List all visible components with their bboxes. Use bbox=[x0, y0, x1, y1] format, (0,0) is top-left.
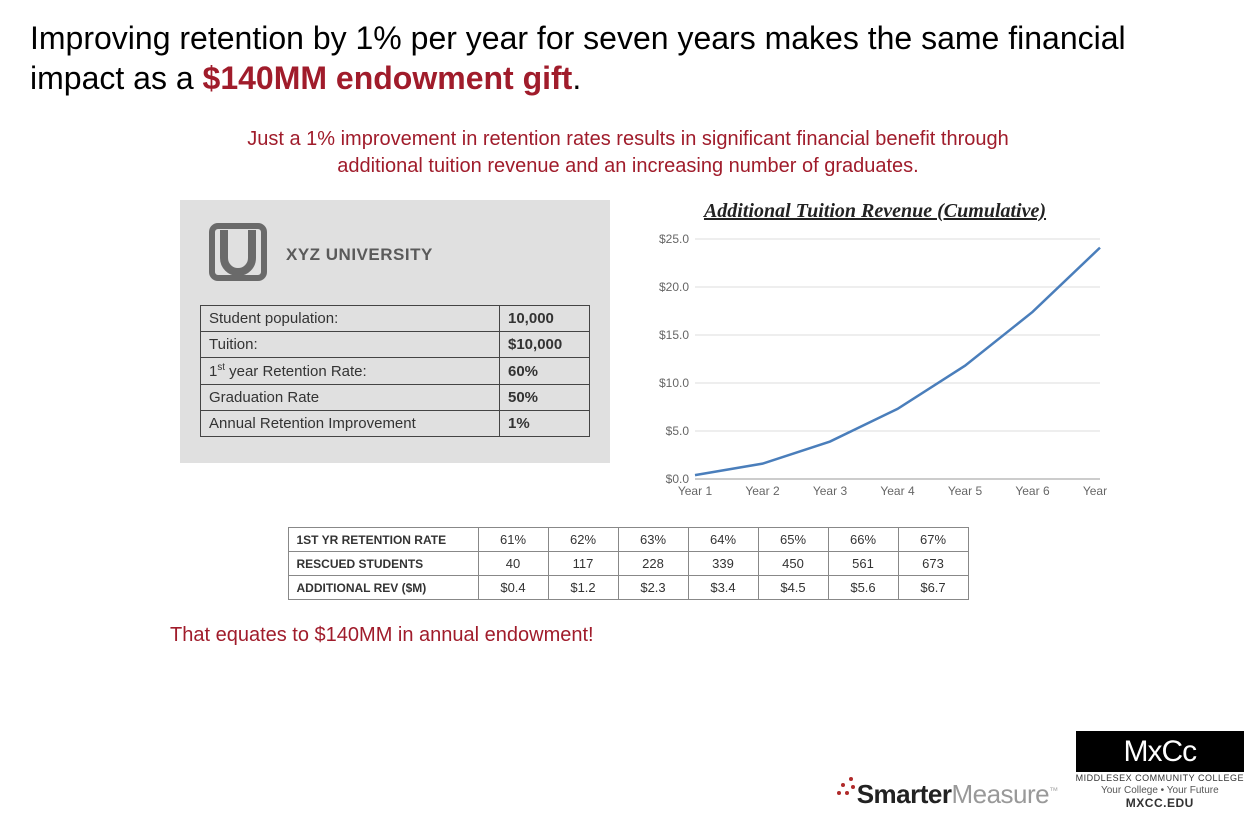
year-table-cell: 117 bbox=[548, 552, 618, 576]
year-table-cell: 673 bbox=[898, 552, 968, 576]
year-table-cell: $0.4 bbox=[478, 576, 548, 600]
year-table-cell: $6.7 bbox=[898, 576, 968, 600]
stats-row: Graduation Rate50% bbox=[201, 385, 590, 411]
year-table-cell: $2.3 bbox=[618, 576, 688, 600]
svg-text:Year 6: Year 6 bbox=[1015, 484, 1050, 498]
year-table-cell: 61% bbox=[478, 528, 548, 552]
stats-value: 1% bbox=[500, 411, 590, 437]
svg-text:Year 3: Year 3 bbox=[813, 484, 848, 498]
headline: Improving retention by 1% per year for s… bbox=[0, 0, 1256, 98]
year-table-cell: 67% bbox=[898, 528, 968, 552]
stats-label: 1st year Retention Rate: bbox=[201, 358, 500, 385]
stats-row: Tuition:$10,000 bbox=[201, 332, 590, 358]
year-table-cell: $1.2 bbox=[548, 576, 618, 600]
chart-svg: $0.0$5.0$10.0$15.0$20.0$25.0Year 1Year 2… bbox=[640, 229, 1110, 509]
stats-value: 10,000 bbox=[500, 306, 590, 332]
svg-text:$10.0: $10.0 bbox=[659, 376, 689, 390]
year-table-cell: 66% bbox=[828, 528, 898, 552]
year-table-row: ADDITIONAL REV ($M)$0.4$1.2$2.3$3.4$4.5$… bbox=[288, 576, 968, 600]
closing-line: That equates to $140MM in annual endowme… bbox=[0, 624, 1256, 647]
subhead-line-1: Just a 1% improvement in retention rates… bbox=[247, 128, 1009, 150]
year-table-row-label: 1ST YR RETENTION RATE bbox=[288, 528, 478, 552]
svg-text:Year 7: Year 7 bbox=[1083, 484, 1110, 498]
smartermeasure-tm: ™ bbox=[1049, 785, 1058, 795]
year-table-row: 1ST YR RETENTION RATE61%62%63%64%65%66%6… bbox=[288, 528, 968, 552]
stats-table: Student population:10,000Tuition:$10,000… bbox=[200, 305, 590, 437]
university-name: XYZ UNIVERSITY bbox=[286, 245, 433, 265]
university-panel: XYZ UNIVERSITY Student population:10,000… bbox=[180, 200, 610, 463]
smartermeasure-word-1: Smarter bbox=[857, 779, 952, 809]
stats-label: Student population: bbox=[201, 306, 500, 332]
year-table-cell: 339 bbox=[688, 552, 758, 576]
year-table-cell: $5.6 bbox=[828, 576, 898, 600]
stats-value: 60% bbox=[500, 358, 590, 385]
year-table-cell: 63% bbox=[618, 528, 688, 552]
svg-text:$5.0: $5.0 bbox=[666, 424, 690, 438]
year-table-cell: 40 bbox=[478, 552, 548, 576]
smartermeasure-dots-icon bbox=[837, 777, 857, 797]
headline-post: . bbox=[572, 60, 581, 96]
year-table-row-label: ADDITIONAL REV ($M) bbox=[288, 576, 478, 600]
stats-row: Annual Retention Improvement1% bbox=[201, 411, 590, 437]
stats-value: 50% bbox=[500, 385, 590, 411]
headline-emphasis: $140MM endowment gift bbox=[203, 60, 573, 96]
mxcc-logo: MxCc bbox=[1076, 731, 1244, 772]
year-table-cell: 62% bbox=[548, 528, 618, 552]
stats-label: Graduation Rate bbox=[201, 385, 500, 411]
year-table-cell: 65% bbox=[758, 528, 828, 552]
university-icon bbox=[206, 220, 270, 289]
svg-text:Year 1: Year 1 bbox=[678, 484, 713, 498]
svg-text:$20.0: $20.0 bbox=[659, 280, 689, 294]
year-table-row: RESCUED STUDENTS40117228339450561673 bbox=[288, 552, 968, 576]
subheadline: Just a 1% improvement in retention rates… bbox=[0, 126, 1256, 180]
year-table-cell: 561 bbox=[828, 552, 898, 576]
stats-row: 1st year Retention Rate:60% bbox=[201, 358, 590, 385]
svg-text:Year 5: Year 5 bbox=[948, 484, 983, 498]
stats-value: $10,000 bbox=[500, 332, 590, 358]
subhead-line-2: additional tuition revenue and an increa… bbox=[337, 155, 919, 177]
year-table-cell: $4.5 bbox=[758, 576, 828, 600]
smartermeasure-logo: SmarterMeasure™ bbox=[839, 779, 1058, 810]
mxcc-logo-block: MxCc MIDDLESEX COMMUNITY COLLEGE Your Co… bbox=[1076, 731, 1244, 810]
stats-label: Tuition: bbox=[201, 332, 500, 358]
year-table-cell: 228 bbox=[618, 552, 688, 576]
stats-label: Annual Retention Improvement bbox=[201, 411, 500, 437]
revenue-chart: Additional Tuition Revenue (Cumulative) … bbox=[640, 200, 1110, 509]
year-table: 1ST YR RETENTION RATE61%62%63%64%65%66%6… bbox=[288, 527, 969, 600]
svg-text:$25.0: $25.0 bbox=[659, 232, 689, 246]
mxcc-url: MXCC.EDU bbox=[1076, 797, 1244, 810]
mxcc-tagline: Your College • Your Future bbox=[1076, 785, 1244, 796]
year-table-cell: 64% bbox=[688, 528, 758, 552]
year-table-cell: $3.4 bbox=[688, 576, 758, 600]
svg-text:$15.0: $15.0 bbox=[659, 328, 689, 342]
svg-text:Year 4: Year 4 bbox=[880, 484, 915, 498]
chart-title: Additional Tuition Revenue (Cumulative) bbox=[640, 200, 1110, 223]
year-table-row-label: RESCUED STUDENTS bbox=[288, 552, 478, 576]
smartermeasure-word-2: Measure bbox=[951, 779, 1049, 809]
footer: SmarterMeasure™ MxCc MIDDLESEX COMMUNITY… bbox=[839, 731, 1244, 810]
mxcc-subtitle: MIDDLESEX COMMUNITY COLLEGE bbox=[1076, 774, 1244, 784]
year-table-cell: 450 bbox=[758, 552, 828, 576]
stats-row: Student population:10,000 bbox=[201, 306, 590, 332]
svg-text:Year 2: Year 2 bbox=[745, 484, 780, 498]
